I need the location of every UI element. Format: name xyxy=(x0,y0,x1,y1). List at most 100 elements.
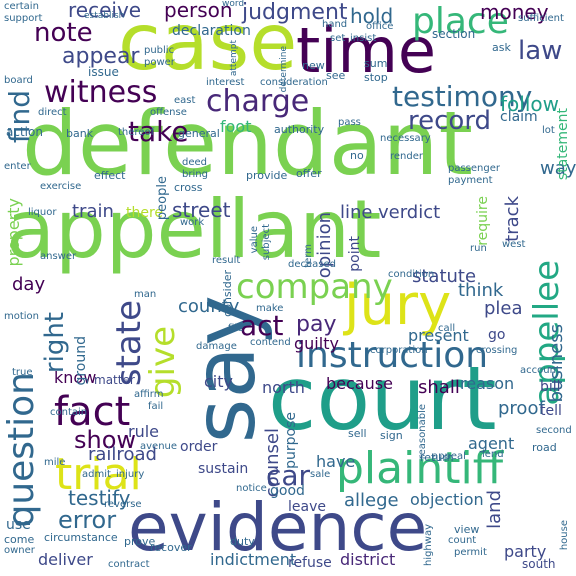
word-set: set xyxy=(330,33,346,44)
word-sell: sell xyxy=(348,427,367,440)
word-support: support xyxy=(4,13,43,24)
word-lend: lend xyxy=(482,449,504,460)
word-bill: bill xyxy=(540,379,561,395)
word-notice: notice xyxy=(236,483,267,494)
word-ask: ask xyxy=(492,41,511,54)
word-certain: certain xyxy=(4,1,39,12)
word-no: no xyxy=(350,149,364,162)
word-sustain: sustain xyxy=(198,461,249,477)
word-follow: follow xyxy=(500,92,559,116)
word-deed: deed xyxy=(182,157,207,168)
word-reason: reason xyxy=(460,374,515,393)
word-because: because xyxy=(326,374,393,393)
word-give: give xyxy=(143,326,183,399)
word-issue: issue xyxy=(88,65,119,79)
word-subject: subject xyxy=(261,224,272,261)
word-avenue: avenue xyxy=(140,441,178,452)
word-way: way xyxy=(540,158,576,179)
word-declaration: declaration xyxy=(172,23,251,39)
word-cross: cross xyxy=(174,181,203,194)
word-testify: testify xyxy=(68,486,131,510)
word-reverse: reverse xyxy=(104,499,142,510)
word-place: place xyxy=(412,1,509,42)
word-right: right xyxy=(40,312,70,374)
word-contain: contain xyxy=(50,407,88,418)
word-account: account xyxy=(520,365,560,376)
word-general: general xyxy=(178,127,220,140)
word-pass: pass xyxy=(338,117,361,128)
word-affirm: affirm xyxy=(134,389,164,400)
word-judgment: judgment xyxy=(242,0,348,25)
word-use: use xyxy=(6,517,31,533)
word-true: true xyxy=(12,367,33,378)
word-point: point xyxy=(347,236,363,272)
word-render: render xyxy=(390,151,423,162)
word-new: new xyxy=(302,59,325,72)
word-railroad: railroad xyxy=(88,444,157,465)
word-see: see xyxy=(326,69,346,82)
word-go: go xyxy=(488,327,506,343)
word-instruction: instruction xyxy=(296,335,489,376)
word-appellant: appellant xyxy=(6,183,382,276)
word-proof: proof xyxy=(498,398,545,419)
word-question: question xyxy=(1,372,42,528)
word-refuse: refuse xyxy=(288,555,332,571)
word-north: north xyxy=(262,378,305,397)
word-word: word xyxy=(222,0,245,9)
word-error: error xyxy=(58,506,117,534)
word-allege: allege xyxy=(344,490,399,511)
word-crossing: crossing xyxy=(476,345,518,356)
word-case: case xyxy=(118,0,298,88)
word-file: file xyxy=(228,323,244,334)
word-charge: charge xyxy=(206,84,310,119)
word-claim: claim xyxy=(500,109,538,125)
word-guilty: guilty xyxy=(294,334,339,353)
word-work: work xyxy=(180,217,205,228)
word-show: show xyxy=(74,426,137,454)
word-highway: highway xyxy=(423,524,434,567)
word-interest: interest xyxy=(206,77,245,88)
word-motion: motion xyxy=(4,311,40,322)
word-hand: hand xyxy=(322,19,348,30)
word-jury: jury xyxy=(344,273,452,338)
word-agent: agent xyxy=(468,434,515,453)
word-purpose: purpose xyxy=(283,412,299,469)
word-section: section xyxy=(432,27,476,41)
word-contract: contract xyxy=(108,559,150,570)
word-contend: contend xyxy=(250,337,291,348)
word-house: house xyxy=(559,520,570,551)
word-deliver: deliver xyxy=(38,550,93,569)
word-reasonable: reasonable xyxy=(417,404,428,460)
word-indictment: indictment xyxy=(210,550,297,569)
word-value: value xyxy=(249,226,260,254)
word-second: second xyxy=(536,425,572,436)
word-time: time xyxy=(296,14,437,87)
word-man: man xyxy=(134,289,157,300)
word-consideration: consideration xyxy=(260,77,328,88)
word-party: party xyxy=(504,542,547,561)
word-authority: authority xyxy=(274,123,325,136)
word-defendant: defendant xyxy=(22,92,473,195)
word-take: take xyxy=(128,115,189,148)
word-exercise: exercise xyxy=(40,181,82,192)
word-bring: bring xyxy=(182,169,208,180)
word-lot: lot xyxy=(542,125,555,136)
word-fail: fail xyxy=(148,401,164,412)
word-property: property xyxy=(4,198,23,267)
word-shall: shall xyxy=(418,377,460,398)
word-circumstance: circumstance xyxy=(44,531,118,544)
word-company: company xyxy=(236,267,393,307)
word-money: money xyxy=(480,0,549,24)
word-hold: hold xyxy=(350,4,394,28)
word-west: west xyxy=(502,239,526,250)
word-condition: condition xyxy=(388,269,435,280)
word-run: run xyxy=(470,243,487,254)
word-ground: ground xyxy=(73,336,89,386)
word-east: east xyxy=(174,95,196,106)
word-corporation: corporation xyxy=(370,345,428,356)
word-district: district xyxy=(340,550,396,569)
word-south: south xyxy=(522,557,556,571)
word-effect: effect xyxy=(94,169,126,182)
word-county: county xyxy=(178,296,240,317)
word-offense: offense xyxy=(150,107,187,118)
